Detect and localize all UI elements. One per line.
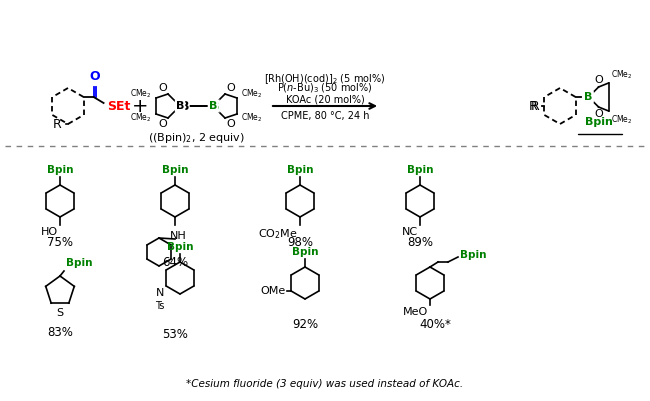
Text: Bpin: Bpin (66, 258, 92, 268)
Text: Bpin: Bpin (287, 165, 313, 175)
Text: O: O (226, 119, 235, 129)
Text: B: B (584, 92, 593, 102)
Text: B: B (180, 99, 190, 113)
Text: 40%*: 40%* (419, 318, 451, 331)
Text: ((Bpin)$_2$, 2 equiv): ((Bpin)$_2$, 2 equiv) (148, 131, 245, 145)
Text: O: O (158, 119, 167, 129)
Text: 83%: 83% (47, 326, 73, 339)
Text: $\mathregular{CMe_2}$: $\mathregular{CMe_2}$ (131, 112, 152, 124)
Text: Bpin: Bpin (162, 165, 188, 175)
Text: R: R (53, 117, 62, 130)
Text: OMe: OMe (260, 286, 285, 296)
Text: 92%: 92% (292, 318, 318, 331)
Text: O: O (594, 75, 603, 85)
Text: +: + (132, 97, 148, 115)
Text: O: O (226, 83, 235, 93)
Text: $\mathregular{CMe_2}$: $\mathregular{CMe_2}$ (610, 113, 632, 126)
Text: Ts: Ts (155, 301, 164, 311)
Text: 53%: 53% (162, 328, 188, 341)
Text: NC: NC (402, 227, 418, 237)
Text: N: N (156, 288, 164, 298)
Text: Bpin: Bpin (292, 247, 318, 257)
Text: [Rh(OH)(cod)]$_2$ (5 mol%): [Rh(OH)(cod)]$_2$ (5 mol%) (265, 72, 385, 86)
Text: Bpin: Bpin (460, 250, 486, 260)
Text: $\mathregular{CMe_2}$: $\mathregular{CMe_2}$ (241, 88, 263, 100)
Text: MeO: MeO (403, 307, 428, 317)
Text: $\mathregular{CMe_2}$: $\mathregular{CMe_2}$ (241, 112, 263, 124)
Text: O: O (594, 109, 603, 119)
Text: 75%: 75% (47, 236, 73, 249)
Text: SEt: SEt (108, 99, 131, 113)
Text: $\mathregular{CMe_2}$: $\mathregular{CMe_2}$ (131, 88, 152, 100)
Text: NH: NH (170, 231, 187, 241)
Text: S: S (57, 308, 64, 318)
Text: Bpin: Bpin (407, 165, 434, 175)
Text: KOAc (20 mol%): KOAc (20 mol%) (285, 94, 365, 104)
Text: B: B (210, 99, 220, 113)
Text: B: B (176, 101, 184, 111)
Text: 64%: 64% (162, 256, 188, 269)
Text: *Cesium fluoride (3 equiv) was used instead of KOAc.: *Cesium fluoride (3 equiv) was used inst… (187, 379, 463, 389)
Text: Bpin: Bpin (167, 242, 193, 252)
Text: Bpin: Bpin (47, 165, 73, 175)
Text: P($n$-Bu)$_3$ (50 mol%): P($n$-Bu)$_3$ (50 mol%) (277, 81, 373, 95)
Text: B: B (209, 101, 217, 111)
Text: 98%: 98% (287, 236, 313, 249)
Text: 89%: 89% (407, 236, 433, 249)
Text: O: O (89, 70, 100, 83)
Text: R: R (531, 99, 540, 113)
Text: $\mathregular{CMe_2}$: $\mathregular{CMe_2}$ (610, 69, 632, 81)
Text: O: O (158, 83, 167, 93)
Text: Bpin: Bpin (584, 117, 612, 127)
Text: R: R (529, 99, 538, 113)
Text: $\mathregular{CO_2Me}$: $\mathregular{CO_2Me}$ (258, 227, 298, 241)
Text: CPME, 80 °C, 24 h: CPME, 80 °C, 24 h (281, 111, 369, 121)
Text: HO: HO (41, 227, 58, 237)
